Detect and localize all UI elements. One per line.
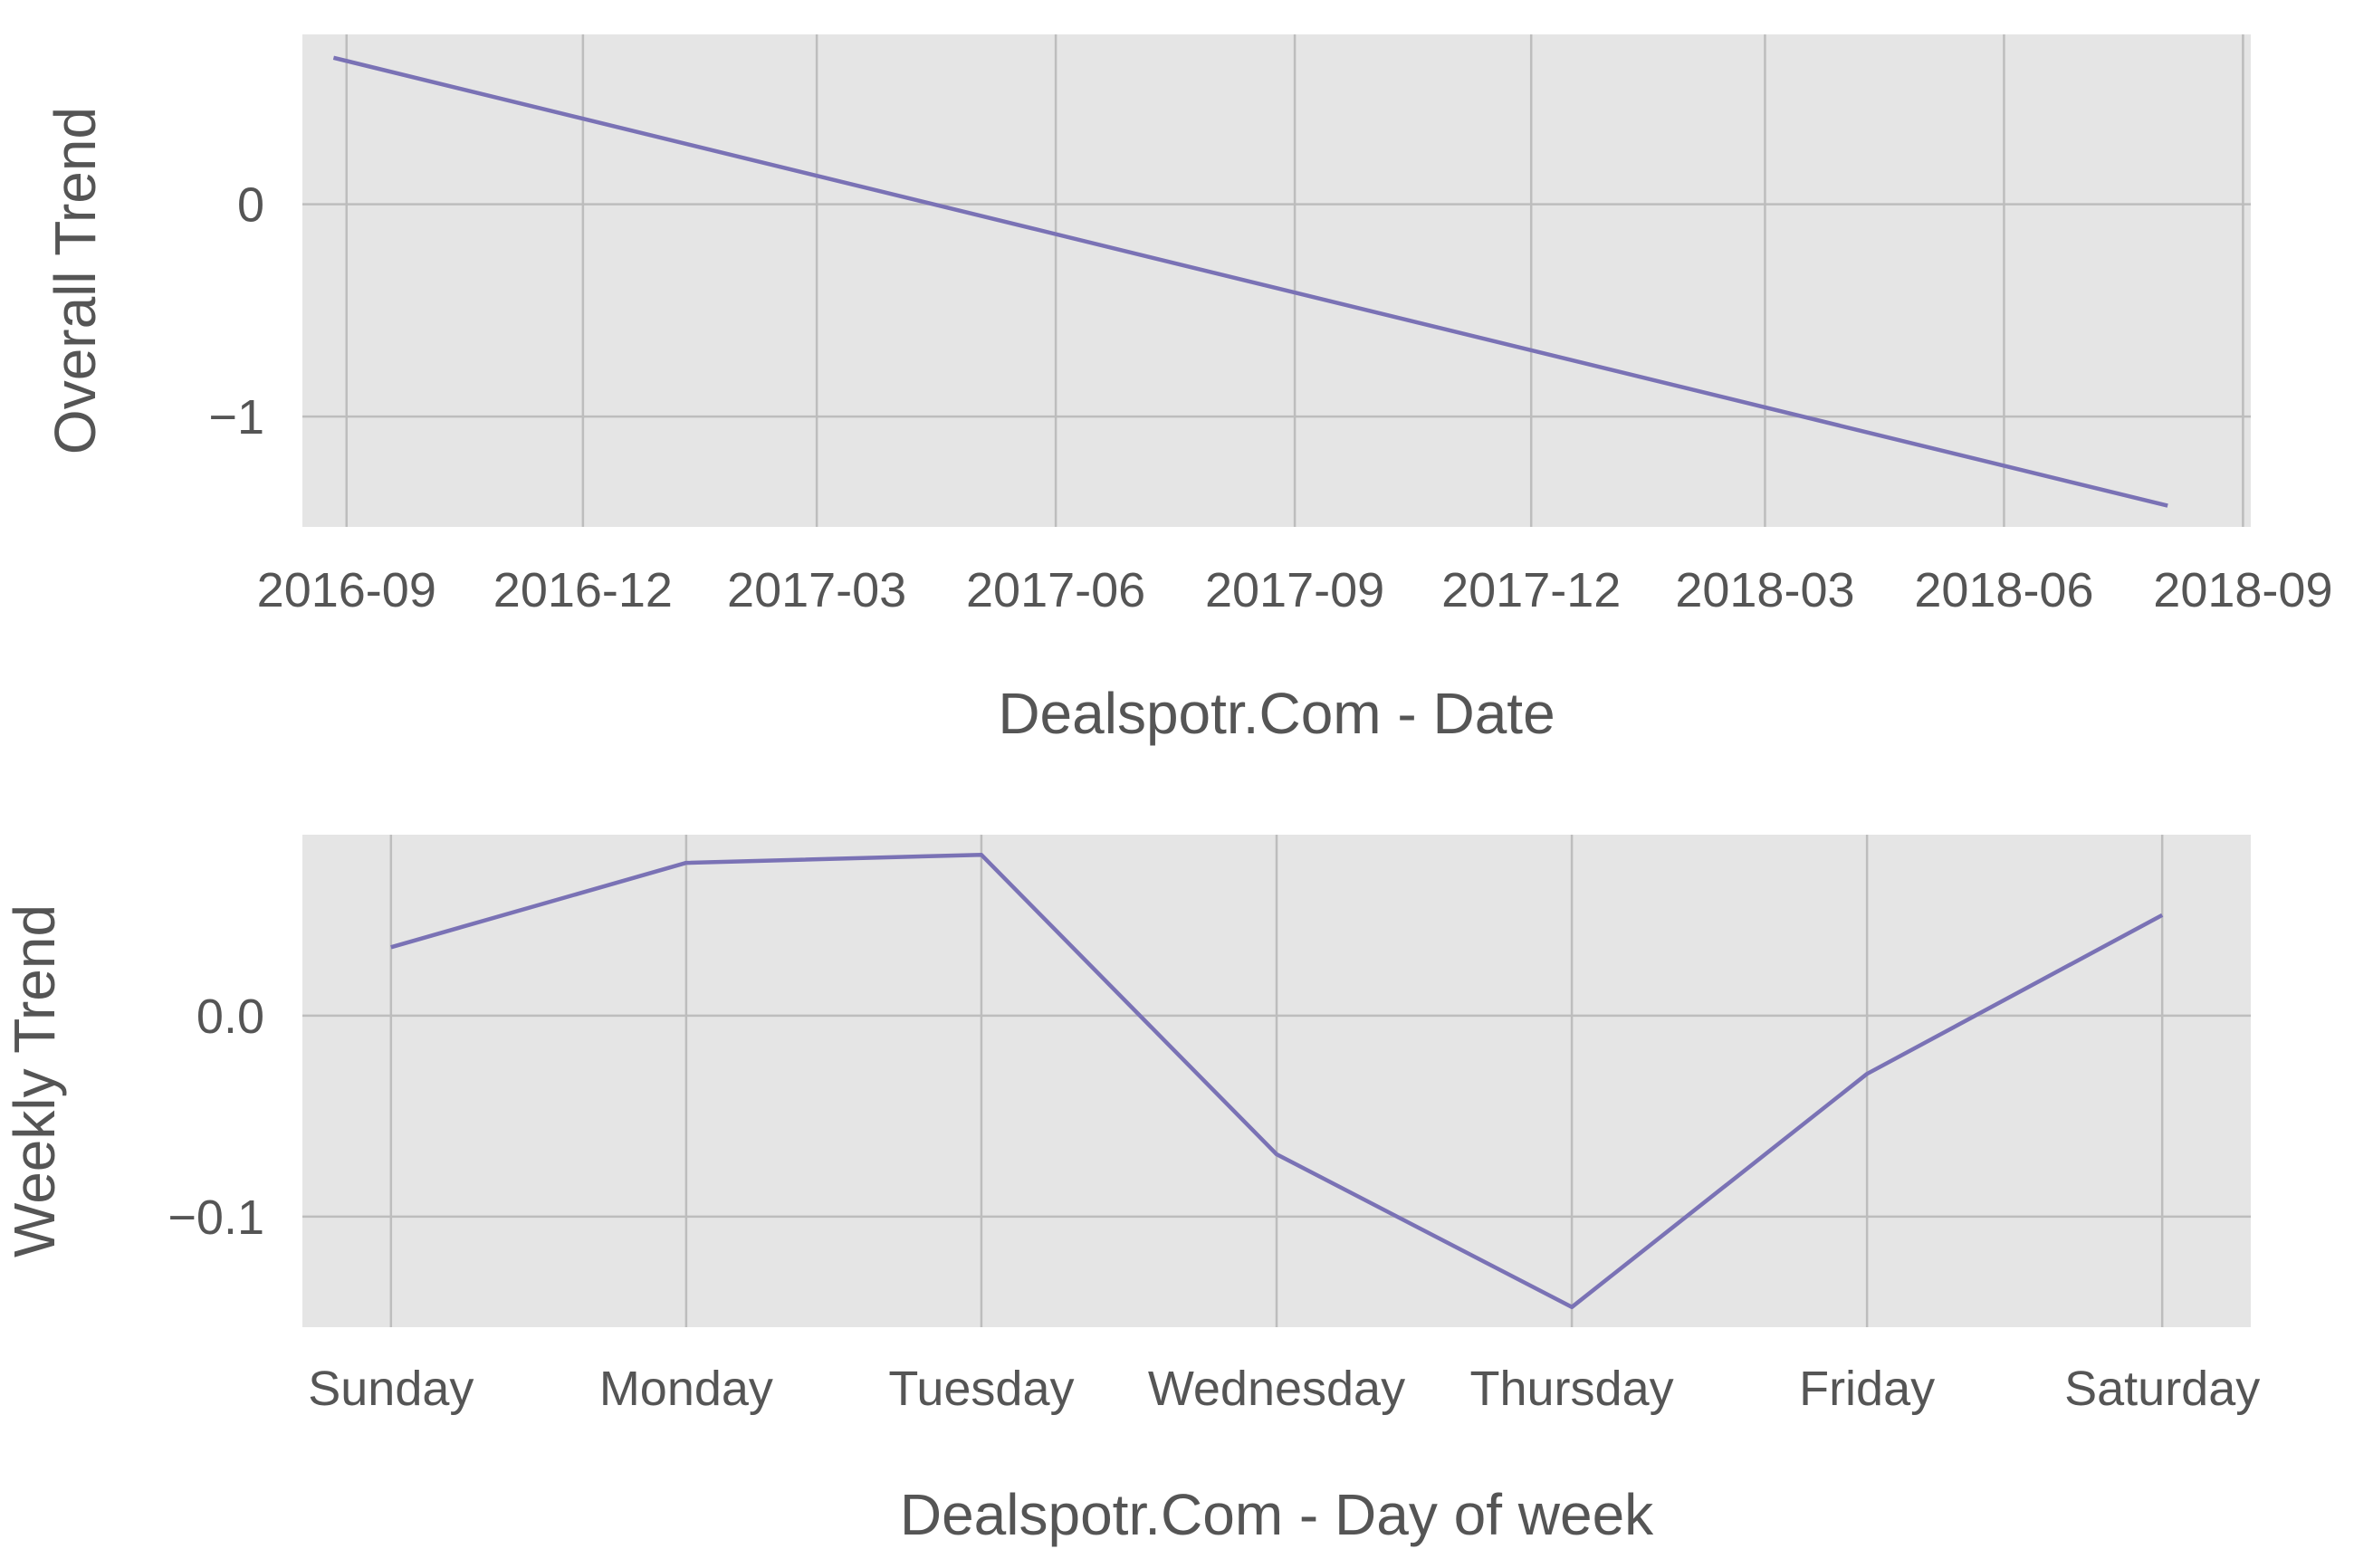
y-tick-label: 0.0	[196, 990, 264, 1044]
y-tick-label: −0.1	[167, 1190, 264, 1245]
x-axis-label: Dealspotr.Com - Date	[998, 681, 1555, 746]
y-tick-label: 0	[237, 178, 264, 233]
y-tick-label: −1	[208, 390, 264, 445]
weekly-trend-panel: Sunday Monday Tuesday Wednesday Thursday Frid…	[2, 835, 2260, 1547]
x-tick-label: 2017-09	[1205, 563, 1384, 617]
x-tick-label: 2017-03	[727, 563, 906, 617]
x-tick-label: 2018-03	[1675, 563, 1854, 617]
overall-trend-panel: 2016-09 2016-12 2017-03 2017-06 2017-09 2017-…	[43, 34, 2332, 746]
x-tick-label: Sunday	[308, 1362, 474, 1416]
x-axis-label: Dealspotr.Com - Day of week	[900, 1482, 1654, 1547]
x-tick-label: 2018-06	[1914, 563, 2093, 617]
y-axis-label: Weekly Trend	[2, 904, 67, 1257]
series-line	[390, 852, 2164, 1310]
x-tick-label: Friday	[1799, 1362, 1935, 1416]
y-axis-label: Overall Trend	[43, 107, 108, 454]
x-tick-label: 2016-09	[257, 563, 436, 617]
x-tick-label: Tuesday	[888, 1362, 1074, 1416]
x-tick-label: Thursday	[1470, 1362, 1674, 1416]
x-tick-label: Wednesday	[1148, 1362, 1405, 1416]
series-line	[332, 55, 2168, 508]
x-tick-label: 2016-12	[493, 563, 673, 617]
x-tick-label: 2017-06	[966, 563, 1145, 617]
x-tick-label: 2017-12	[1441, 563, 1621, 617]
x-tick-label: Saturday	[2064, 1362, 2260, 1416]
x-tick-label: 2018-09	[2153, 563, 2332, 617]
x-tick-label: Monday	[599, 1362, 773, 1416]
